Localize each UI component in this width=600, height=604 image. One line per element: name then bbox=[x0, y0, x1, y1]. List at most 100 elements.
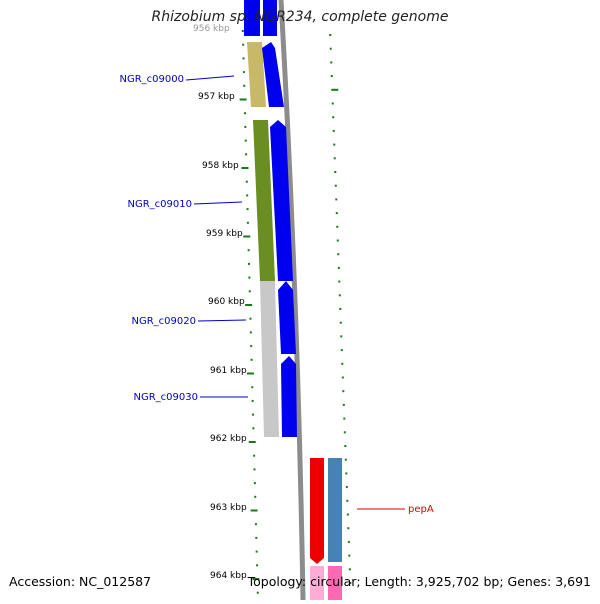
left-ruler-tick bbox=[246, 208, 249, 211]
right-ruler-tick bbox=[338, 280, 341, 283]
genome-summary-text: Topology: circular; Length: 3,925,702 bp… bbox=[247, 574, 591, 589]
left-ruler-tick bbox=[246, 194, 249, 197]
left-ruler-tick bbox=[252, 578, 260, 580]
left-ruler-tick bbox=[242, 43, 245, 46]
right-ruler-tick bbox=[331, 88, 339, 91]
cds-ngr-c09020[interactable] bbox=[278, 281, 296, 354]
right-ruler-tick bbox=[344, 445, 347, 447]
left-ruler-tick bbox=[245, 304, 253, 306]
right-ruler-tick bbox=[341, 362, 344, 365]
right-ruler-tick bbox=[336, 239, 339, 242]
left-ruler-tick bbox=[256, 591, 259, 594]
left-ruler-tick bbox=[253, 454, 256, 457]
cds-ngr-c09030[interactable] bbox=[281, 356, 297, 437]
accession-text: Accession: NC_012587 bbox=[9, 574, 152, 589]
right-ruler-tick bbox=[334, 171, 337, 173]
left-ruler-tick bbox=[248, 441, 256, 443]
left-ruler-tick bbox=[255, 550, 258, 553]
left-ruler-tick bbox=[254, 523, 257, 526]
left-ruler-tick bbox=[249, 331, 252, 334]
right-ruler-tick bbox=[335, 198, 338, 201]
cds-pepa[interactable] bbox=[328, 458, 342, 562]
left-ruler-tick bbox=[243, 84, 246, 87]
gene-ngr-c09020[interactable] bbox=[260, 281, 279, 437]
left-ruler-tick bbox=[251, 399, 254, 402]
tick-marks bbox=[239, 30, 352, 594]
right-ruler-tick bbox=[343, 431, 346, 434]
cds-ngr-c09010[interactable] bbox=[270, 120, 293, 281]
ruler-label-956: 956 kbp bbox=[193, 24, 230, 34]
right-gene-labels: pepA bbox=[357, 504, 434, 515]
left-ruler-tick bbox=[249, 317, 252, 320]
right-ruler-tick bbox=[346, 499, 349, 502]
right-ruler-tick bbox=[333, 157, 336, 160]
cds-ngr-c09000[interactable] bbox=[262, 42, 284, 107]
left-ruler-tick bbox=[255, 536, 258, 539]
gene-label-ngr-c09030[interactable]: NGR_c09030 bbox=[134, 392, 199, 403]
right-ruler-tick bbox=[342, 403, 345, 406]
left-ruler-tick bbox=[252, 413, 255, 416]
partial-feature-top-right bbox=[263, 0, 277, 36]
right-ruler-tick bbox=[338, 294, 341, 297]
left-ruler-tick bbox=[247, 249, 250, 252]
right-ruler-tick bbox=[336, 225, 339, 228]
left-ruler-tick bbox=[251, 386, 254, 389]
right-ruler-tick bbox=[340, 349, 343, 352]
left-ruler-tick bbox=[243, 112, 246, 115]
left-ruler-tick bbox=[248, 276, 251, 279]
right-ruler-tick bbox=[344, 458, 347, 461]
left-ruler-tick bbox=[250, 509, 258, 512]
left-ruler-tick bbox=[243, 235, 251, 238]
left-ruler-tick bbox=[241, 30, 244, 32]
right-ruler-tick bbox=[333, 143, 336, 146]
right-ruler-tick bbox=[330, 75, 333, 78]
left-ruler-tick bbox=[246, 372, 254, 375]
ruler-label-962: 962 kbp bbox=[210, 434, 247, 444]
left-ruler-tick bbox=[246, 221, 249, 224]
right-ruler-tick bbox=[332, 129, 335, 132]
right-ruler-tick bbox=[337, 253, 340, 256]
right-ruler-tick bbox=[339, 321, 342, 324]
left-ruler-tick bbox=[239, 98, 247, 101]
right-ruler-tick bbox=[334, 184, 337, 187]
right-ruler-tick bbox=[345, 486, 348, 489]
right-ruler-tick bbox=[339, 308, 342, 310]
pink-feature-right bbox=[328, 566, 342, 600]
left-ruler-tick bbox=[244, 125, 247, 128]
left-ruler-tick bbox=[256, 564, 259, 567]
leader-line-ngr-c09000 bbox=[185, 75, 235, 81]
gene-label-ngr-c09010[interactable]: NGR_c09010 bbox=[128, 199, 193, 210]
left-ruler-tick bbox=[253, 482, 256, 485]
left-ruler-tick bbox=[245, 153, 248, 156]
gene-label-ngr-c09020[interactable]: NGR_c09020 bbox=[132, 316, 197, 327]
ruler-label-958: 958 kbp bbox=[202, 161, 239, 171]
left-ruler-tick bbox=[254, 495, 257, 498]
left-gene-labels: NGR_c09000 NGR_c09010 NGR_c09020 NGR_c09… bbox=[120, 74, 248, 403]
right-ruler-tick bbox=[332, 116, 335, 119]
gene-ngr-c09000[interactable] bbox=[247, 42, 266, 107]
left-ruler-tick bbox=[245, 180, 248, 183]
right-ruler-tick bbox=[330, 61, 333, 64]
left-ruler-tick bbox=[242, 57, 245, 60]
left-ruler-tick bbox=[248, 290, 251, 293]
gene-pepa[interactable] bbox=[310, 458, 324, 564]
right-ruler-tick bbox=[329, 34, 332, 36]
gene-label-pepa[interactable]: pepA bbox=[408, 504, 434, 515]
right-ruler-tick bbox=[347, 540, 350, 543]
left-ruler-tick bbox=[248, 262, 251, 265]
ruler-label-959: 959 kbp bbox=[206, 229, 243, 239]
left-ruler-tick bbox=[252, 427, 255, 430]
left-ruler-tick bbox=[244, 139, 247, 142]
right-ruler-tick bbox=[343, 417, 346, 420]
left-ruler-tick bbox=[250, 345, 253, 348]
partial-feature-top-left bbox=[244, 0, 260, 36]
gene-label-ngr-c09000[interactable]: NGR_c09000 bbox=[120, 74, 185, 85]
right-ruler-tick bbox=[349, 582, 352, 584]
right-ruler-tick bbox=[345, 472, 348, 475]
ruler-labels: 956 kbp 957 kbp 958 kbp 959 kbp 960 kbp … bbox=[193, 24, 247, 581]
ruler-label-964: 964 kbp bbox=[210, 571, 247, 581]
right-ruler-tick bbox=[329, 47, 332, 50]
ruler-label-957: 957 kbp bbox=[198, 92, 235, 102]
gene-ngr-c09010[interactable] bbox=[253, 120, 275, 281]
